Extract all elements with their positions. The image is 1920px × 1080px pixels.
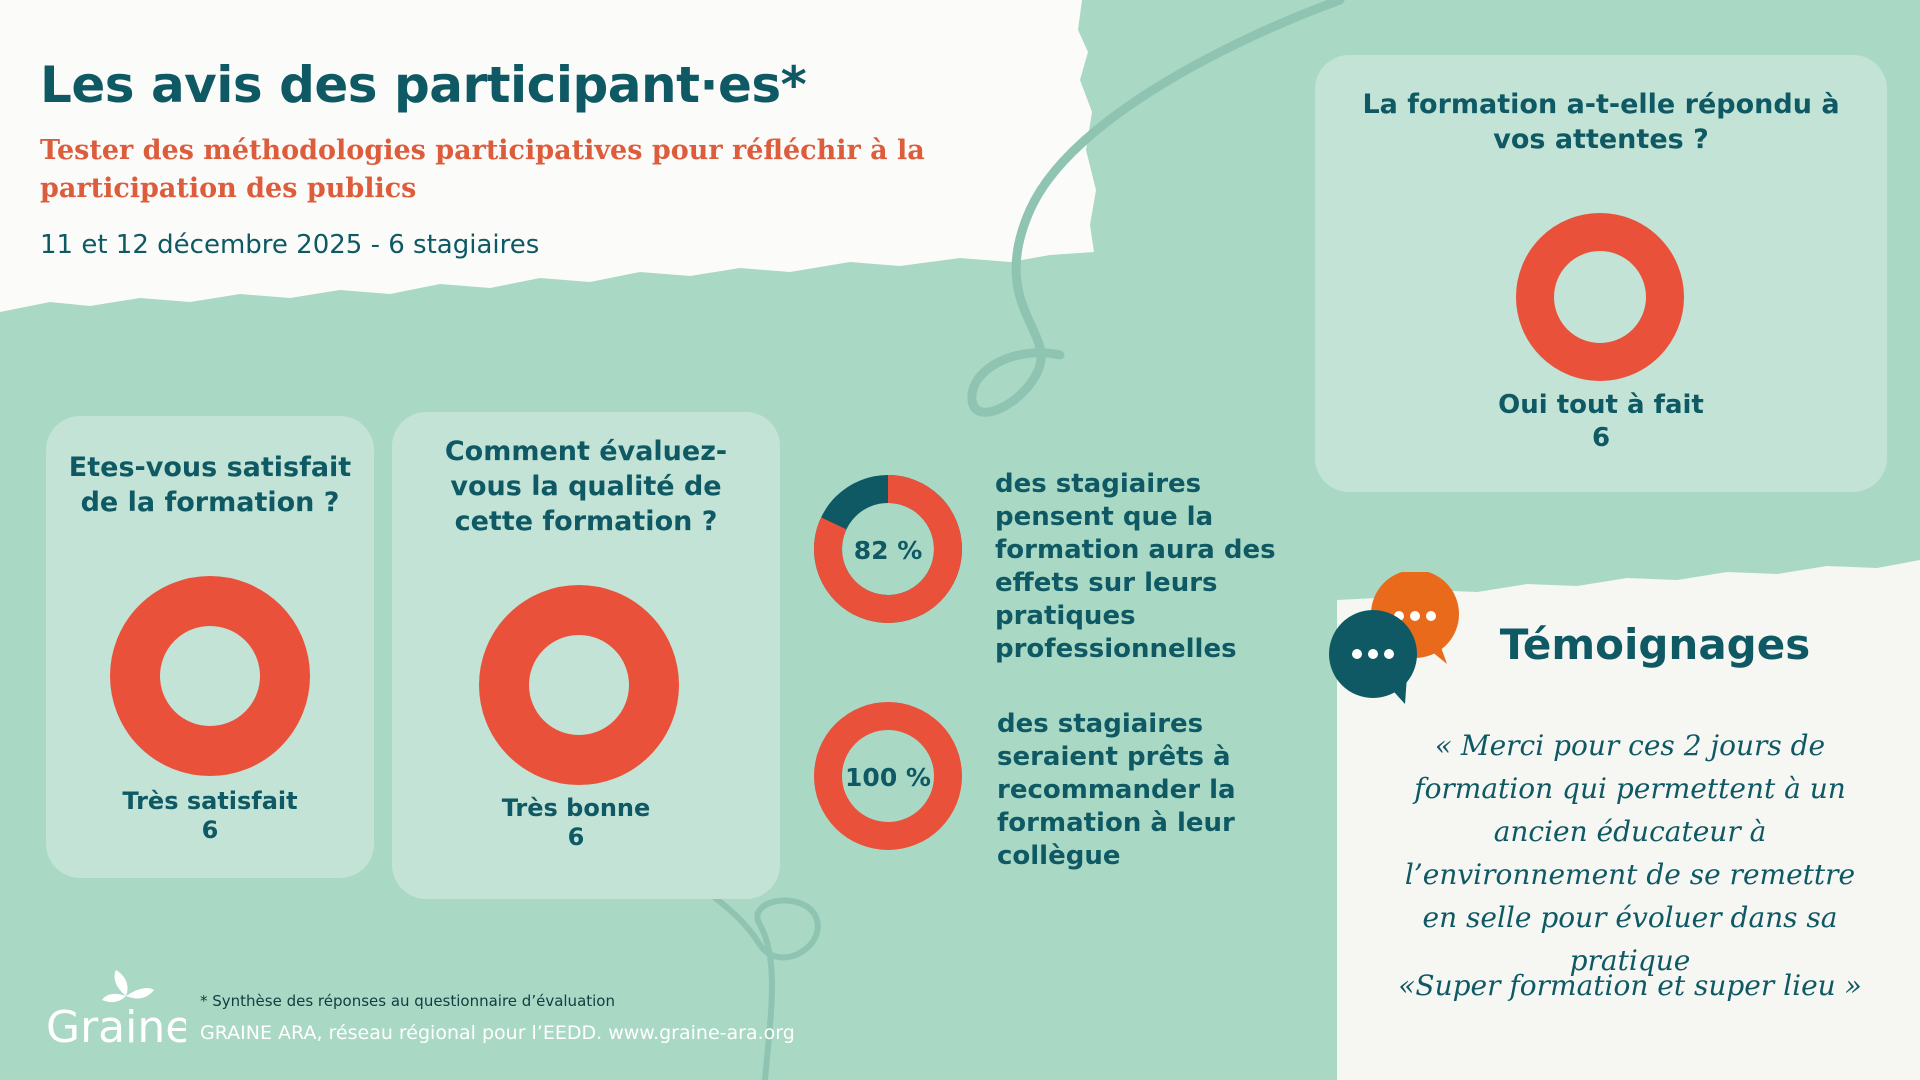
quality-donut-slice: [479, 585, 679, 785]
satisfaction-answer-label: Très satisfait: [122, 787, 298, 815]
header-paper: [0, 0, 1096, 312]
impact-donut: 82 %: [814, 475, 962, 623]
impact-caption: des stagiaires pensent que la formation …: [995, 469, 1276, 664]
testimonial-quote: « Merci pour ces 2 jours de formation qu…: [1404, 729, 1856, 977]
expectations-question: La formation a-t-elle répondu à vos atte…: [1362, 89, 1840, 155]
quality-question: Comment évaluez-vous la qualité de cette…: [444, 436, 728, 537]
quality-card: Comment évaluez-vous la qualité de cette…: [392, 412, 780, 899]
recommend-donut-slice: [814, 702, 962, 850]
impact-donut-slice: [814, 475, 962, 623]
quality-answer-label: Très bonne: [501, 794, 651, 822]
quality-donut: [479, 585, 679, 785]
testimonials-bubbles: [1329, 572, 1459, 704]
testimonial-quote: «Super formation et super lieu »: [1398, 969, 1862, 1002]
expectations-answer-count: 6: [1591, 423, 1611, 453]
page-title: Les avis des participant·es*: [40, 56, 807, 114]
expectations-donut-slice: [1516, 213, 1684, 381]
impact-percent-label: 82 %: [854, 536, 923, 565]
speech-bubble-icon: [1329, 610, 1417, 704]
footer-organisation: GRAINE ARA, réseau régional pour l’EEDD.…: [200, 1022, 795, 1044]
page-subtitle: Tester des méthodologies participatives …: [40, 135, 925, 204]
recommend-caption: des stagiaires seraient prêts à recomman…: [997, 709, 1236, 871]
satisfaction-card: Etes-vous satisfait de la formation ? Tr…: [46, 416, 374, 878]
expectations-answer: Oui tout à fait 6: [1315, 389, 1887, 455]
footer-note: * Synthèse des réponses au questionnaire…: [200, 992, 615, 1010]
recommend-percent-label: 100 %: [845, 763, 931, 792]
graine-logo-text: Graine: [46, 1002, 186, 1050]
satisfaction-donut-slice: [110, 576, 310, 776]
testimonials-paper: [1337, 560, 1920, 1080]
satisfaction-donut: [110, 576, 310, 776]
session-info: 11 et 12 décembre 2025 - 6 stagiaires: [40, 230, 540, 260]
expectations-donut: [1516, 213, 1684, 381]
expectations-card: La formation a-t-elle répondu à vos atte…: [1315, 55, 1887, 492]
testimonials-title: Témoignages: [1499, 620, 1811, 669]
satisfaction-answer: Très satisfait 6: [46, 787, 374, 845]
quality-answer: Très bonne 6: [372, 794, 780, 852]
leaf-icon: [102, 970, 154, 1003]
recommend-donut: 100 %: [814, 702, 962, 850]
satisfaction-answer-count: 6: [201, 816, 219, 844]
expectations-answer-label: Oui tout à fait: [1498, 390, 1704, 420]
quality-answer-count: 6: [567, 823, 585, 851]
graine-logo: Graine: [46, 970, 186, 1050]
satisfaction-question: Etes-vous satisfait de la formation ?: [68, 452, 352, 518]
